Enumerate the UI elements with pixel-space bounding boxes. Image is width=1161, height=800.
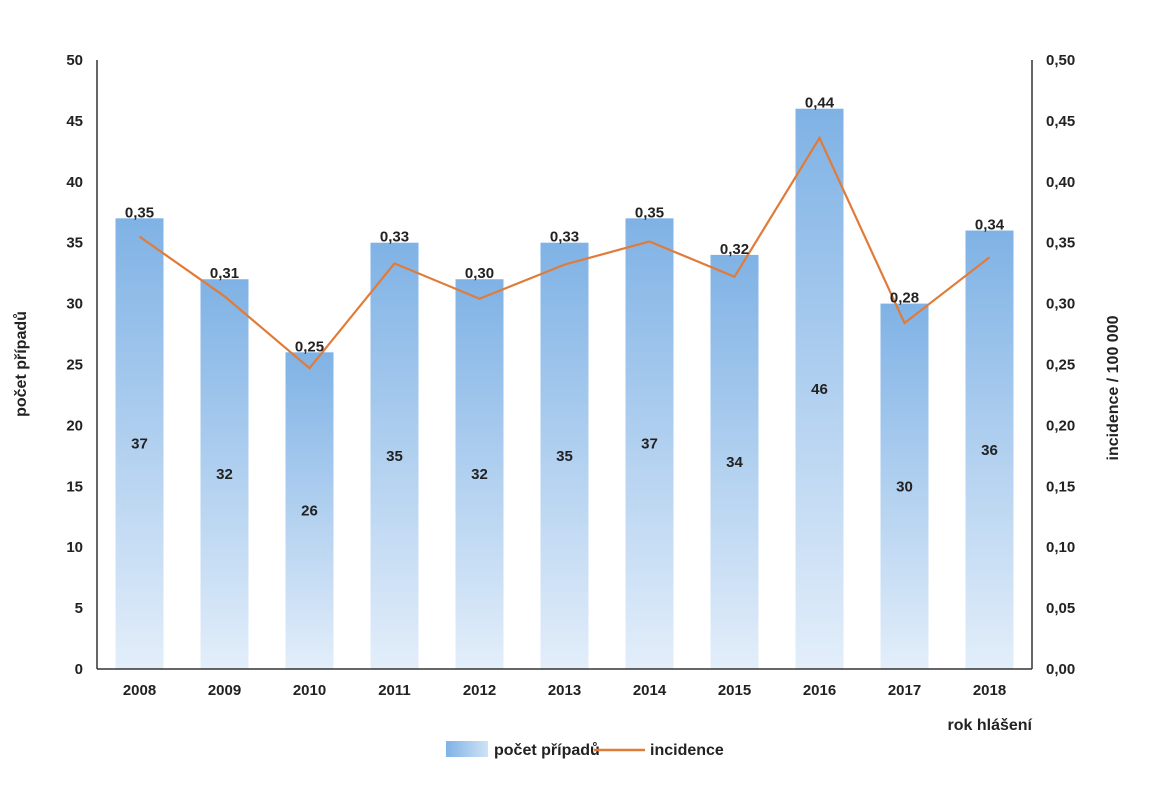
- y2-tick-0,15: 0,15: [1046, 478, 1075, 495]
- bar-value-label-2008: 37: [131, 436, 148, 453]
- incidence-label-2008: 0,35: [125, 204, 154, 221]
- bar-2009: [200, 279, 249, 669]
- x-tick-2008: 2008: [123, 682, 156, 699]
- bars-group: [115, 108, 1014, 670]
- y2-tick-0,25: 0,25: [1046, 357, 1075, 374]
- x-tick-2016: 2016: [803, 682, 836, 699]
- y2-axis-title: incidence / 100 000: [1105, 315, 1122, 460]
- line-labels-group: 0,35 0,31 0,25 0,33 0,30 0,33 0,35 0,32 0,44 0,28…: [125, 95, 1005, 369]
- bar-2010: [285, 352, 334, 669]
- bar-2011: [370, 242, 419, 669]
- x-tick-2012: 2012: [463, 682, 496, 699]
- x-tick-2015: 2015: [718, 682, 751, 699]
- bar-2008: [115, 218, 164, 669]
- y2-tick-0,50: 0,50: [1046, 52, 1075, 69]
- legend-bar-label: počet případů: [494, 742, 600, 759]
- bar-value-label-2016: 46: [811, 381, 828, 398]
- bar-2014: [625, 218, 674, 669]
- y-tick-40: 40: [66, 174, 83, 191]
- incidence-label-2014: 0,35: [635, 204, 664, 221]
- y-tick-25: 25: [66, 357, 83, 374]
- incidence-label-2010: 0,25: [295, 338, 324, 355]
- y2-tick-0,30: 0,30: [1046, 296, 1075, 313]
- x-tick-2017: 2017: [888, 682, 921, 699]
- left-tick-labels: 0 5 10 15 20 25 30 35 40 45 50: [66, 52, 83, 678]
- y2-tick-0,05: 0,05: [1046, 600, 1075, 617]
- x-tick-2014: 2014: [633, 682, 667, 699]
- incidence-label-2016: 0,44: [805, 95, 835, 112]
- y2-tick-0,45: 0,45: [1046, 113, 1075, 130]
- bar-value-label-2014: 37: [641, 436, 658, 453]
- y-tick-45: 45: [66, 113, 83, 130]
- y-tick-35: 35: [66, 235, 83, 252]
- incidence-label-2018: 0,34: [975, 217, 1005, 234]
- legend-line-label: incidence: [650, 742, 724, 759]
- incidence-label-2015: 0,32: [720, 241, 749, 258]
- bar-value-label-2015: 34: [726, 454, 743, 471]
- incidence-label-2017: 0,28: [890, 290, 919, 307]
- incidence-label-2013: 0,33: [550, 229, 579, 246]
- y-tick-20: 20: [66, 417, 83, 434]
- bar-value-label-2012: 32: [471, 466, 488, 483]
- x-tick-2009: 2009: [208, 682, 241, 699]
- bar-value-label-2013: 35: [556, 448, 573, 465]
- x-tick-2018: 2018: [973, 682, 1006, 699]
- y-tick-50: 50: [66, 52, 83, 69]
- x-tick-2011: 2011: [378, 682, 411, 699]
- bar-labels-group: 37 32 26 35 32 35 37 34 46 30 36: [131, 381, 998, 520]
- incidence-label-2009: 0,31: [210, 265, 239, 282]
- bar-value-label-2017: 30: [896, 478, 913, 495]
- x-axis-title: rok hlášení: [948, 717, 1033, 734]
- bar-2017: [880, 303, 929, 669]
- y-tick-15: 15: [66, 478, 83, 495]
- bar-value-label-2011: 35: [386, 448, 403, 465]
- bar-2016: [795, 108, 844, 670]
- bar-2015: [710, 254, 759, 669]
- y-tick-0: 0: [75, 661, 83, 678]
- right-tick-labels: 0,00 0,05 0,10 0,15 0,20 0,25 0,30 0,35 0,40 0,45…: [1046, 52, 1075, 678]
- bar-value-label-2018: 36: [981, 442, 998, 459]
- y-tick-30: 30: [66, 296, 83, 313]
- x-tick-2010: 2010: [293, 682, 326, 699]
- y2-tick-0,20: 0,20: [1046, 417, 1075, 434]
- incidence-label-2012: 0,30: [465, 265, 494, 282]
- y2-tick-0,35: 0,35: [1046, 235, 1075, 252]
- bar-2018: [965, 230, 1014, 669]
- incidence-label-2011: 0,33: [380, 229, 409, 246]
- legend-bar-swatch: [446, 741, 488, 757]
- bar-2012: [455, 279, 504, 669]
- bar-value-label-2009: 32: [216, 466, 233, 483]
- legend: počet případů incidence: [446, 741, 724, 759]
- y-tick-5: 5: [75, 600, 83, 617]
- y-tick-10: 10: [66, 539, 83, 556]
- y2-tick-0,40: 0,40: [1046, 174, 1075, 191]
- bar-2013: [540, 242, 589, 669]
- y2-tick-0,10: 0,10: [1046, 539, 1075, 556]
- y-axis-title: počet případů: [13, 311, 30, 417]
- x-tick-2013: 2013: [548, 682, 581, 699]
- bar-value-label-2010: 26: [301, 503, 318, 520]
- y2-tick-0,00: 0,00: [1046, 661, 1075, 678]
- x-tick-labels: 2008 2009 2010 2011 2012 2013 2014 2015 2016 2017…: [123, 682, 1006, 699]
